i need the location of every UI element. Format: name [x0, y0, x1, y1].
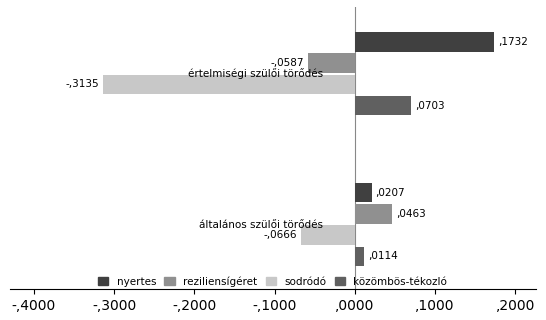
Text: -,3135: -,3135	[66, 79, 99, 89]
Bar	[103, 75, 355, 94]
Text: ,1732: ,1732	[498, 37, 528, 47]
Bar	[301, 225, 355, 245]
Text: -,0666: -,0666	[264, 230, 298, 240]
Text: ,0207: ,0207	[376, 188, 405, 198]
Text: általános szülői törődés: általános szülői törődés	[199, 220, 323, 229]
Text: értelmiségi szülői törődés: értelmiségi szülői törődés	[188, 68, 323, 79]
Text: ,0114: ,0114	[368, 252, 398, 261]
Bar	[355, 96, 411, 116]
Text: -,0587: -,0587	[270, 58, 304, 68]
Text: ,0703: ,0703	[416, 100, 445, 111]
Text: ,0463: ,0463	[396, 209, 426, 219]
Bar	[355, 32, 494, 52]
Bar	[355, 183, 371, 203]
Bar	[355, 247, 364, 266]
Bar	[308, 53, 355, 73]
Bar	[355, 204, 392, 224]
Legend: nyertes, reziliensígéret, sodródó, közömbös-tékozló: nyertes, reziliensígéret, sodródó, közöm…	[94, 273, 450, 290]
